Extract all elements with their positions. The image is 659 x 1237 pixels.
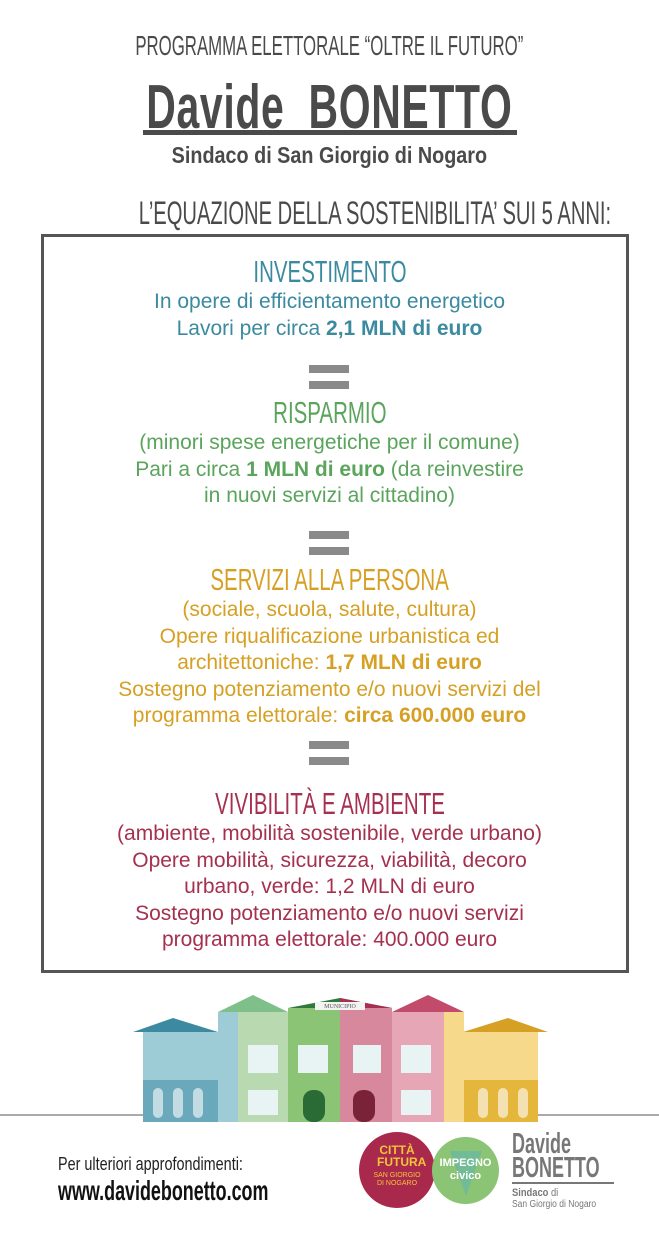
more-info-label: Per ulteriori approfondimenti: [58, 1154, 243, 1174]
impegno-civico-logo: IMPEGNO civico [432, 1137, 499, 1204]
equals-icon [309, 531, 349, 555]
candidate-logo: Davide BONETTO Sindaco di San Giorgio di… [512, 1130, 653, 1210]
equation-box [41, 234, 629, 973]
name-underline [143, 130, 517, 135]
section-line: Opere riqualificazione urbanistica ed [159, 624, 500, 648]
website-link[interactable]: www.davidebonetto.com [58, 1175, 269, 1206]
section-line: urbano, verde: 1,2 MLN di euro [184, 875, 475, 898]
section-line: architettoniche: 1,7 MLN di euro [177, 651, 482, 674]
section-line: (ambiente, mobilità sostenibile, verde u… [117, 822, 542, 845]
section-line: In opere di efficientamento energetico [153, 290, 505, 313]
citta-futura-logo: CITTÀ FUTURA SAN GIORGIO DI NOGARO [359, 1132, 435, 1208]
section-title-servizi-alla-persona: SERVIZI ALLA PERSONA [210, 562, 449, 597]
equation-title: L’EQUAZIONE DELLA SOSTENIBILITA’ SUI 5 A… [138, 195, 612, 231]
section-line: programma elettorale: 400.000 euro [161, 928, 498, 951]
program-title: PROGRAMMA ELETTORALE “OLTRE IL FUTURO” [135, 30, 524, 61]
equals-icon [309, 365, 349, 389]
section-line: Opere mobilità, sicurezza, viabilità, de… [132, 848, 527, 872]
section-line: (sociale, scuola, salute, cultura) [182, 598, 477, 621]
section-line: in nuovi servizi al cittadino) [204, 484, 455, 507]
section-line: programma elettorale: circa 600.000 euro [132, 704, 527, 727]
section-line: Pari a circa 1 MLN di euro (da reinvesti… [135, 457, 524, 481]
svg-text:MUNICIPIO: MUNICIPIO [324, 1004, 356, 1010]
section-title-risparmio: RISPARMIO [272, 395, 387, 430]
section-title-vivibilita-e-ambiente: VIVIBILITÀ E AMBIENTE [214, 786, 445, 821]
section-line: (minori spese energetiche per il comune) [139, 431, 520, 454]
section-line: Sostegno potenziamento e/o nuovi servizi [135, 901, 524, 925]
town-hall-illustration: MUNICIPIO [133, 995, 548, 1122]
section-line: Sostegno potenziamento e/o nuovi servizi… [118, 677, 541, 701]
section-line: Lavori per circa 2,1 MLN di euro [176, 316, 483, 340]
section-title-investimento: INVESTIMENTO [252, 254, 407, 289]
equals-icon [309, 741, 349, 765]
candidate-role: Sindaco di San Giorgio di Nogaro [171, 142, 488, 168]
